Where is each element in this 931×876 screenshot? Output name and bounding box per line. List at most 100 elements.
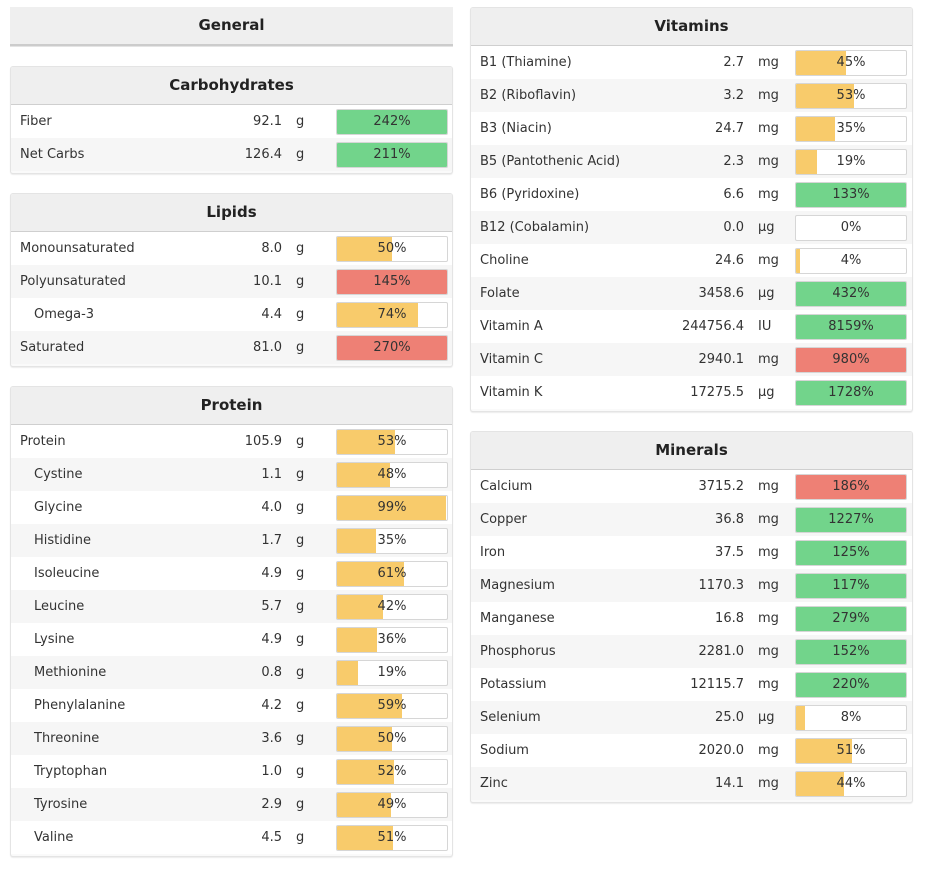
percent-bar: 980%	[795, 347, 907, 373]
percent-bar-fill	[337, 826, 394, 850]
percent-bar: 35%	[336, 528, 448, 554]
percent-bar: 19%	[336, 660, 448, 686]
nutrient-unit: mg	[758, 578, 779, 593]
percent-label: 117%	[832, 578, 870, 593]
percent-bar: 51%	[336, 825, 448, 851]
nutrient-amount: 3.6	[261, 731, 282, 746]
percent-label: 242%	[373, 114, 411, 129]
nutrient-amount: 2281.0	[698, 644, 745, 659]
general-panel: General	[10, 7, 453, 47]
percent-bar: 220%	[795, 672, 907, 698]
percent-label: 35%	[377, 533, 407, 548]
percent-label: 59%	[377, 698, 407, 713]
percent-label: 4%	[840, 253, 862, 268]
percent-bar-fill	[796, 249, 801, 273]
percent-label: 50%	[377, 241, 407, 256]
percent-bar-fill	[796, 607, 906, 631]
nutrient-amount: 4.2	[261, 698, 282, 713]
percent-bar-fill	[796, 84, 855, 108]
nutrient-amount: 244756.4	[681, 319, 744, 334]
nutrient-name: Polyunsaturated	[20, 274, 126, 289]
percent-bar: 61%	[336, 561, 448, 587]
nutrient-name: Monounsaturated	[20, 241, 135, 256]
percent-bar-fill	[796, 381, 906, 405]
nutrient-amount: 37.5	[715, 545, 744, 560]
nutrient-row: Calcium 3715.2 mg 186%	[471, 470, 912, 503]
nutrient-name: Valine	[34, 830, 74, 845]
nutrient-amount: 1.0	[261, 764, 282, 779]
minerals-rows: Calcium 3715.2 mg 186% Copper 36.8 mg 1227% Iron…	[471, 470, 912, 802]
percent-bar-fill	[337, 661, 358, 685]
nutrient-name: Copper	[480, 512, 527, 527]
nutrient-row: Leucine 5.7 g 42%	[11, 590, 452, 623]
nutrient-row: Valine 4.5 g 51%	[11, 821, 452, 854]
nutrient-amount: 24.7	[715, 121, 744, 136]
nutrient-amount: 81.0	[253, 340, 282, 355]
nutrient-name: B6 (Pyridoxine)	[480, 187, 580, 202]
percent-bar-fill	[796, 706, 805, 730]
nutrient-unit: µg	[758, 710, 775, 725]
percent-bar: 48%	[336, 462, 448, 488]
nutrient-unit: g	[296, 797, 305, 812]
nutrient-name: Calcium	[480, 479, 533, 494]
nutrient-row: Glycine 4.0 g 99%	[11, 491, 452, 524]
nutrient-unit: mg	[758, 743, 779, 758]
nutrient-name: Magnesium	[480, 578, 555, 593]
percent-bar-fill	[796, 183, 906, 207]
nutrient-row: Lysine 4.9 g 36%	[11, 623, 452, 656]
percent-label: 49%	[377, 797, 407, 812]
percent-bar: 1227%	[795, 507, 907, 533]
nutrient-unit: g	[296, 307, 305, 322]
nutrient-name: Folate	[480, 286, 520, 301]
percent-bar: 49%	[336, 792, 448, 818]
percent-bar-fill	[337, 463, 390, 487]
nutrient-amount: 0.0	[723, 220, 744, 235]
nutrient-amount: 14.1	[715, 776, 744, 791]
percent-label: 44%	[836, 776, 866, 791]
nutrient-name: Omega-3	[34, 307, 95, 322]
nutrient-unit: g	[296, 467, 305, 482]
left-column: General Carbohydrates Fiber 92.1 g 242% Net Ca…	[10, 7, 453, 876]
nutrient-unit: g	[296, 830, 305, 845]
percent-label: 53%	[377, 434, 407, 449]
nutrient-amount: 2.3	[723, 154, 744, 169]
carbohydrates-panel-title: Carbohydrates	[11, 67, 452, 105]
percent-bar: 211%	[336, 142, 448, 168]
nutrient-row: Choline 24.6 mg 4%	[471, 244, 912, 277]
nutrient-name: B12 (Cobalamin)	[480, 220, 590, 235]
percent-bar: 50%	[336, 236, 448, 262]
percent-bar-fill	[796, 150, 817, 174]
lipids-panel: Lipids Monounsaturated 8.0 g 50% Polyunsatura…	[10, 193, 453, 367]
nutrient-amount: 2.7	[723, 55, 744, 70]
nutrient-amount: 126.4	[244, 147, 282, 162]
percent-bar-fill	[796, 574, 906, 598]
percent-bar: 8%	[795, 705, 907, 731]
nutrient-name: Leucine	[34, 599, 85, 614]
nutrient-name: Protein	[20, 434, 66, 449]
nutrient-amount: 1.1	[261, 467, 282, 482]
nutrient-amount: 2940.1	[698, 352, 745, 367]
percent-label: 99%	[377, 500, 407, 515]
vitamins-rows: B1 (Thiamine) 2.7 mg 45% B2 (Riboflavin) 3.2 m…	[471, 46, 912, 411]
percent-bar: 19%	[795, 149, 907, 175]
nutrient-unit: g	[296, 114, 305, 129]
nutrient-name: B1 (Thiamine)	[480, 55, 572, 70]
nutrient-unit: g	[296, 665, 305, 680]
nutrient-name: Isoleucine	[34, 566, 100, 581]
nutrient-name: Zinc	[480, 776, 508, 791]
percent-bar: 59%	[336, 693, 448, 719]
percent-bar: 53%	[795, 83, 907, 109]
nutrient-unit: g	[296, 147, 305, 162]
percent-label: 42%	[377, 599, 407, 614]
percent-bar: 145%	[336, 269, 448, 295]
nutrient-name: Methionine	[34, 665, 107, 680]
nutrient-name: Vitamin A	[480, 319, 543, 334]
protein-panel: Protein Protein 105.9 g 53% Cystine 1.1 g 48% Gly…	[10, 386, 453, 857]
nutrient-row: Potassium 12115.7 mg 220%	[471, 668, 912, 701]
nutrient-row: Vitamin K 17275.5 µg 1728%	[471, 376, 912, 409]
percent-label: 1227%	[828, 512, 874, 527]
nutrient-amount: 16.8	[715, 611, 744, 626]
nutrient-unit: g	[296, 599, 305, 614]
nutrient-row: Cystine 1.1 g 48%	[11, 458, 452, 491]
percent-bar-fill	[337, 430, 396, 454]
